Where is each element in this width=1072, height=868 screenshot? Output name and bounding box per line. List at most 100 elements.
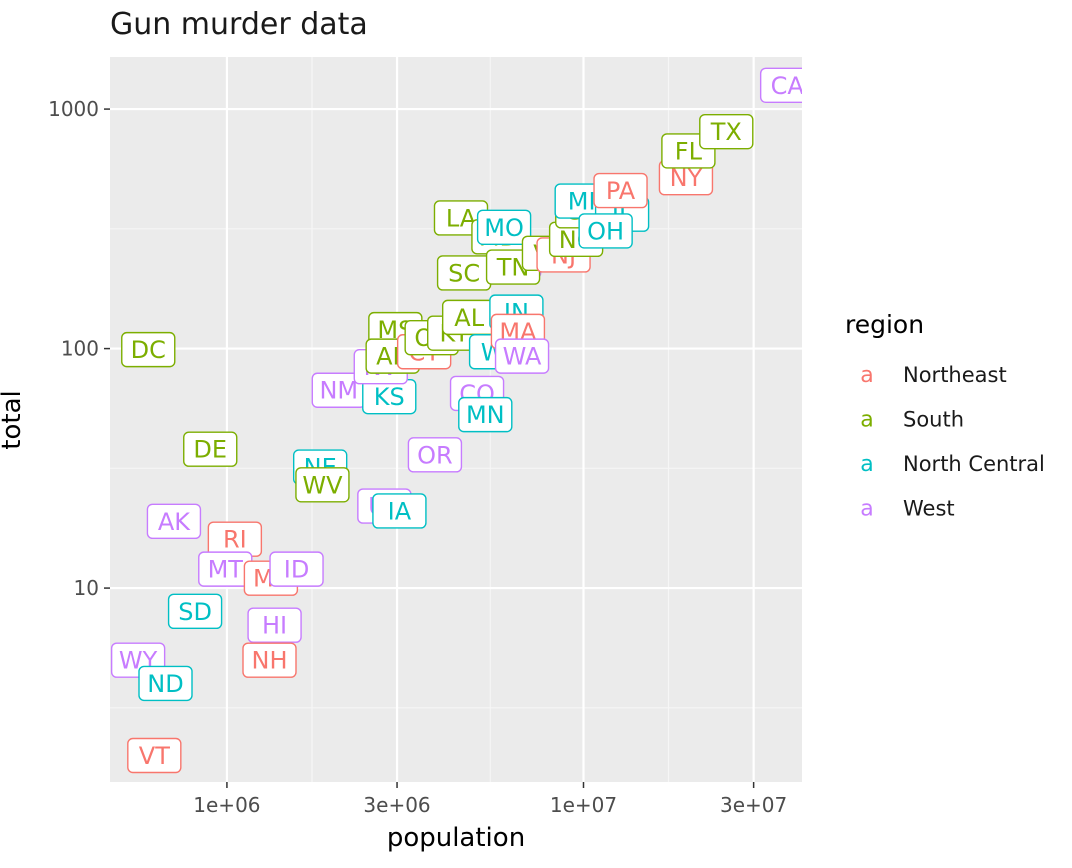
point-label-text: FL (675, 137, 703, 165)
point-label-text: KS (374, 383, 405, 411)
label-box (167, 593, 223, 629)
point-label-text: MT (208, 556, 244, 584)
point-label-text: WV (302, 471, 343, 499)
point-label-text: HI (262, 612, 287, 640)
label-box (494, 338, 550, 374)
major-grid (110, 57, 802, 782)
point-label-mn: MN (458, 396, 513, 433)
x-tick-label: 3e+06 (363, 793, 430, 817)
label-box (699, 113, 754, 150)
point-label-tx: TX (699, 113, 754, 150)
point-label-ny: NY (658, 160, 714, 196)
point-label-pa: PA (593, 172, 648, 209)
y-axis: 10 100 1000 (48, 97, 110, 600)
point-label-text: ID (284, 556, 310, 584)
point-label-mo: MO (476, 209, 532, 245)
point-label-text: TX (710, 118, 742, 146)
legend-label: South (903, 408, 964, 432)
x-tick-label: 1e+07 (550, 793, 617, 817)
y-tick-label: 10 (74, 576, 99, 600)
point-label-text: IA (388, 497, 412, 525)
x-tick-label: 3e+07 (720, 793, 787, 817)
point-label-or: OR (407, 437, 463, 473)
chart-title: Gun murder data (110, 7, 368, 42)
label-box (121, 331, 176, 368)
point-label-text: AK (158, 508, 191, 536)
legend-item-north-central: a North Central (860, 452, 1045, 477)
point-label-text: SC (448, 259, 480, 287)
legend-title: region (845, 310, 924, 339)
label-box (759, 67, 802, 103)
legend-key: a (860, 452, 873, 477)
point-label-wv: WV (295, 467, 350, 503)
point-label-text: MI (568, 188, 596, 216)
legend-item-northeast: a Northeast (860, 363, 1006, 388)
label-box (127, 737, 182, 774)
point-label-vt: VT (127, 737, 182, 774)
legend-label: Northeast (903, 363, 1007, 387)
legend-key: a (860, 363, 873, 388)
point-labels: DCAKDERIMTMEIDSDHIWYNDNHVTNEWVUTIANMKSNV… (110, 67, 802, 774)
point-label-text: NH (252, 647, 288, 675)
data-labels-layer: DCAKDERIMTMEIDSDHIWYNDNHVTNEWVUTIANMKSNV… (110, 67, 802, 774)
y-tick-label: 100 (61, 337, 99, 361)
point-label-oh: OH (578, 213, 633, 249)
x-axis: 1e+06 3e+06 1e+07 3e+07 (193, 782, 787, 817)
point-label-text: SD (178, 598, 212, 626)
y-tick-label: 1000 (48, 97, 99, 121)
x-axis-title: population (387, 823, 525, 853)
legend-label: West (903, 497, 955, 521)
label-box (407, 437, 463, 473)
point-label-text: ND (147, 670, 183, 698)
point-label-al: AL (441, 299, 497, 336)
point-label-text: DC (131, 336, 166, 364)
label-box (476, 209, 532, 245)
point-label-text: MN (466, 401, 505, 429)
point-label-text: AL (454, 304, 484, 332)
label-box (247, 607, 302, 643)
point-label-text: OH (587, 217, 624, 245)
point-label-text: MO (484, 214, 524, 242)
label-box (458, 396, 513, 433)
legend-key: a (860, 497, 873, 522)
x-tick-label: 1e+06 (193, 793, 260, 817)
point-label-id: ID (269, 551, 324, 587)
label-box (295, 467, 350, 503)
point-label-fl: FL (661, 133, 716, 169)
y-axis-title: total (0, 390, 27, 449)
legend-item-south: a South (860, 408, 964, 433)
point-label-sd: SD (167, 593, 223, 629)
point-label-de: DE (183, 431, 238, 467)
point-label-ks: KS (362, 378, 417, 415)
point-label-dc: DC (121, 331, 176, 368)
label-box (578, 213, 633, 249)
point-label-hi: HI (247, 607, 302, 643)
legend-item-west: a West (860, 497, 954, 522)
label-box (269, 551, 324, 587)
point-label-wa: WA (494, 338, 550, 374)
label-box (593, 172, 648, 209)
point-label-text: RI (223, 526, 247, 554)
legend: region a Northeast a South a North Central a We… (845, 310, 1045, 522)
point-label-text: WA (503, 343, 542, 371)
legend-label: North Central (903, 452, 1045, 476)
label-box (138, 665, 193, 702)
point-label-text: PA (606, 177, 636, 205)
point-label-text: OR (417, 441, 453, 469)
point-label-nh: NH (242, 642, 297, 678)
point-label-ia: IA (372, 493, 427, 529)
point-label-text: NM (319, 377, 358, 405)
point-label-text: DE (193, 436, 227, 464)
point-label-text: VT (139, 742, 170, 770)
label-box (242, 642, 297, 678)
label-box (146, 503, 202, 540)
label-box (372, 493, 427, 529)
legend-entries: a Northeast a South a North Central a West (860, 363, 1045, 522)
point-label-nm: NM (311, 372, 366, 408)
label-box (183, 431, 238, 467)
point-label-ca: CA (759, 67, 802, 103)
legend-key: a (860, 408, 873, 433)
point-label-sc: SC (436, 255, 492, 291)
point-label-text: NY (670, 164, 703, 192)
